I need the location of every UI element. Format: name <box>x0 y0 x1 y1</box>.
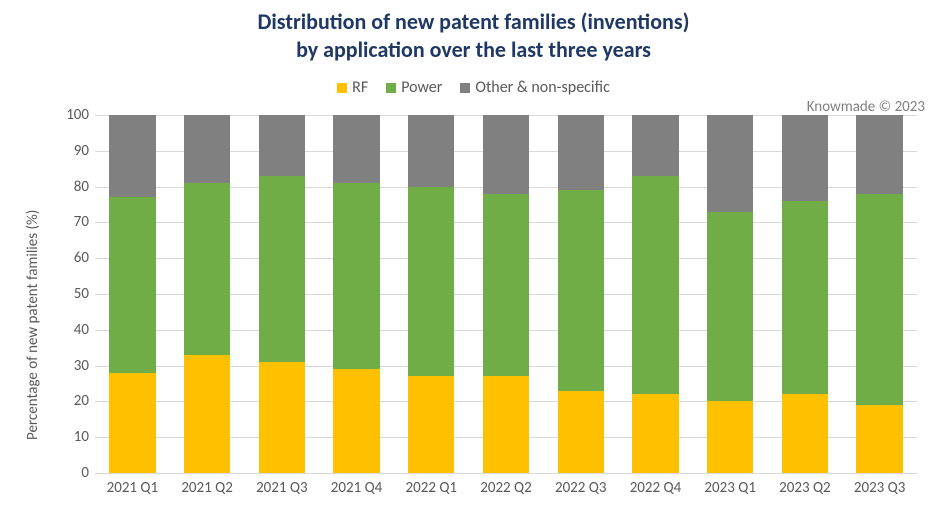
bar-segment-power <box>408 187 454 377</box>
bar-segment-other <box>483 115 529 194</box>
bar-segment-power <box>632 176 678 394</box>
bar-group <box>558 115 604 473</box>
x-tick-label: 2022 Q2 <box>480 479 532 497</box>
bar-segment-rf <box>707 401 753 473</box>
y-tick-label: 40 <box>57 321 89 339</box>
bar-segment-power <box>109 197 155 372</box>
legend-swatch-other <box>460 83 470 93</box>
bar-segment-power <box>184 183 230 355</box>
x-tick-label: 2022 Q4 <box>630 479 682 497</box>
chart-title-line1: Distribution of new patent families (inv… <box>258 8 690 35</box>
bar-segment-other <box>408 115 454 187</box>
bar-group <box>408 115 454 473</box>
bar-group <box>109 115 155 473</box>
legend: RF Power Other & non-specific <box>0 78 947 97</box>
bar-segment-power <box>782 201 828 394</box>
bar-group <box>259 115 305 473</box>
x-tick-label: 2023 Q1 <box>704 479 756 497</box>
legend-swatch-rf <box>337 83 347 93</box>
bar-segment-rf <box>109 373 155 473</box>
bar-group <box>782 115 828 473</box>
legend-label-rf: RF <box>352 78 368 97</box>
bar-segment-other <box>558 115 604 190</box>
bar-segment-rf <box>333 369 379 473</box>
legend-label-other: Other & non-specific <box>475 78 610 97</box>
y-tick-label: 70 <box>57 213 89 231</box>
bar-segment-rf <box>782 394 828 473</box>
bar-segment-power <box>558 190 604 390</box>
legend-item-rf: RF <box>337 78 368 97</box>
y-tick-label: 80 <box>57 178 89 196</box>
x-tick-label: 2021 Q3 <box>256 479 308 497</box>
y-tick-label: 50 <box>57 285 89 303</box>
bar-group <box>707 115 753 473</box>
chart-title: Distribution of new patent families (inv… <box>0 8 947 63</box>
bar-segment-rf <box>184 355 230 473</box>
y-tick-label: 0 <box>57 464 89 482</box>
bar-segment-rf <box>259 362 305 473</box>
y-axis-label: Percentage of new patent families (%) <box>24 210 42 440</box>
x-tick-label: 2023 Q3 <box>854 479 906 497</box>
legend-item-other: Other & non-specific <box>460 78 610 97</box>
x-tick-label: 2021 Q1 <box>107 479 159 497</box>
y-tick-label: 10 <box>57 428 89 446</box>
copyright: Knowmade © 2023 <box>807 98 925 116</box>
bar-segment-other <box>856 115 902 194</box>
bar-segment-power <box>856 194 902 405</box>
bar-segment-other <box>259 115 305 176</box>
legend-label-power: Power <box>401 78 442 97</box>
bar-segment-power <box>333 183 379 369</box>
bar-segment-power <box>483 194 529 377</box>
bar-group <box>856 115 902 473</box>
y-tick-label: 20 <box>57 392 89 410</box>
x-tick-label: 2021 Q2 <box>181 479 233 497</box>
bar-group <box>632 115 678 473</box>
legend-item-power: Power <box>386 78 442 97</box>
bar-segment-rf <box>856 405 902 473</box>
bar-segment-other <box>184 115 230 183</box>
bar-segment-rf <box>558 391 604 473</box>
x-tick-label: 2022 Q1 <box>406 479 458 497</box>
y-tick-label: 30 <box>57 357 89 375</box>
bar-segment-other <box>782 115 828 201</box>
y-tick-label: 90 <box>57 142 89 160</box>
x-tick-label: 2021 Q4 <box>331 479 383 497</box>
bar-segment-other <box>707 115 753 212</box>
bar-segment-other <box>632 115 678 176</box>
bar-segment-rf <box>483 376 529 473</box>
x-tick-label: 2023 Q2 <box>779 479 831 497</box>
x-tick-label: 2022 Q3 <box>555 479 607 497</box>
bar-group <box>184 115 230 473</box>
bar-segment-power <box>707 212 753 402</box>
bar-group <box>333 115 379 473</box>
bars-layer <box>95 115 917 473</box>
bar-segment-power <box>259 176 305 362</box>
plot-area: 01020304050607080901002021 Q12021 Q22021… <box>95 115 917 473</box>
gridline <box>95 473 917 474</box>
bar-segment-other <box>109 115 155 197</box>
bar-group <box>483 115 529 473</box>
y-tick-label: 100 <box>57 106 89 124</box>
chart-container: Distribution of new patent families (inv… <box>0 0 947 514</box>
legend-swatch-power <box>386 83 396 93</box>
chart-title-line2: by application over the last three years <box>296 36 651 63</box>
y-tick-label: 60 <box>57 249 89 267</box>
bar-segment-other <box>333 115 379 183</box>
bar-segment-rf <box>632 394 678 473</box>
bar-segment-rf <box>408 376 454 473</box>
